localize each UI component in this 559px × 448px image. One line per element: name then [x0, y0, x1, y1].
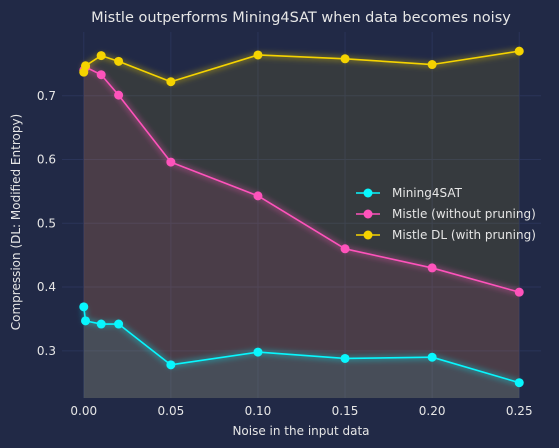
data-point: [79, 302, 89, 312]
y-tick-label: 0.6: [37, 153, 56, 167]
x-tick-label: 0.20: [419, 404, 446, 418]
x-tick-label: 0.10: [245, 404, 272, 418]
x-tick-label: 0.00: [70, 404, 97, 418]
legend-marker-2: [363, 230, 373, 240]
x-tick-label: 0.25: [506, 404, 533, 418]
plot-area: [62, 32, 541, 399]
data-point: [166, 360, 176, 370]
data-point: [96, 319, 106, 329]
data-point: [427, 352, 437, 362]
series-area-1: [83, 67, 520, 398]
x-tick-label: 0.15: [332, 404, 359, 418]
data-point: [514, 46, 524, 56]
data-point: [114, 90, 124, 100]
data-point: [427, 263, 437, 273]
data-point: [340, 244, 350, 254]
data-point: [166, 77, 176, 87]
chart-title: Mistle outperforms Mining4SAT when data …: [91, 10, 511, 26]
data-point: [114, 319, 124, 329]
data-point: [96, 51, 106, 61]
legend-label: Mistle (without pruning): [392, 207, 536, 221]
data-point: [253, 347, 263, 357]
series-area-0: [83, 306, 520, 398]
data-point: [81, 316, 91, 326]
x-axis-label: Noise in the input data: [232, 424, 369, 438]
data-point: [514, 287, 524, 297]
data-point: [427, 60, 437, 70]
data-point: [166, 157, 176, 167]
data-point: [114, 56, 124, 66]
x-tick-label: 0.05: [158, 404, 185, 418]
data-point: [253, 50, 263, 60]
legend-marker-0: [363, 188, 373, 198]
y-axis-label: Compression (DL: Modified Entropy): [9, 114, 23, 330]
data-point: [96, 70, 106, 80]
data-point: [340, 353, 350, 363]
data-point: [81, 61, 91, 71]
legend: Mining4SAT Mistle (without pruning) Mistle…: [356, 186, 536, 242]
y-tick-label: 0.7: [37, 89, 56, 103]
legend-label: Mistle DL (with pruning): [392, 228, 536, 242]
data-point: [514, 378, 524, 388]
legend-label: Mining4SAT: [392, 186, 463, 200]
data-point: [340, 54, 350, 64]
legend-marker-1: [363, 209, 373, 219]
y-tick-label: 0.5: [37, 216, 56, 230]
y-tick-label: 0.4: [37, 280, 56, 294]
y-tick-label: 0.3: [37, 344, 56, 358]
data-point: [253, 191, 263, 201]
